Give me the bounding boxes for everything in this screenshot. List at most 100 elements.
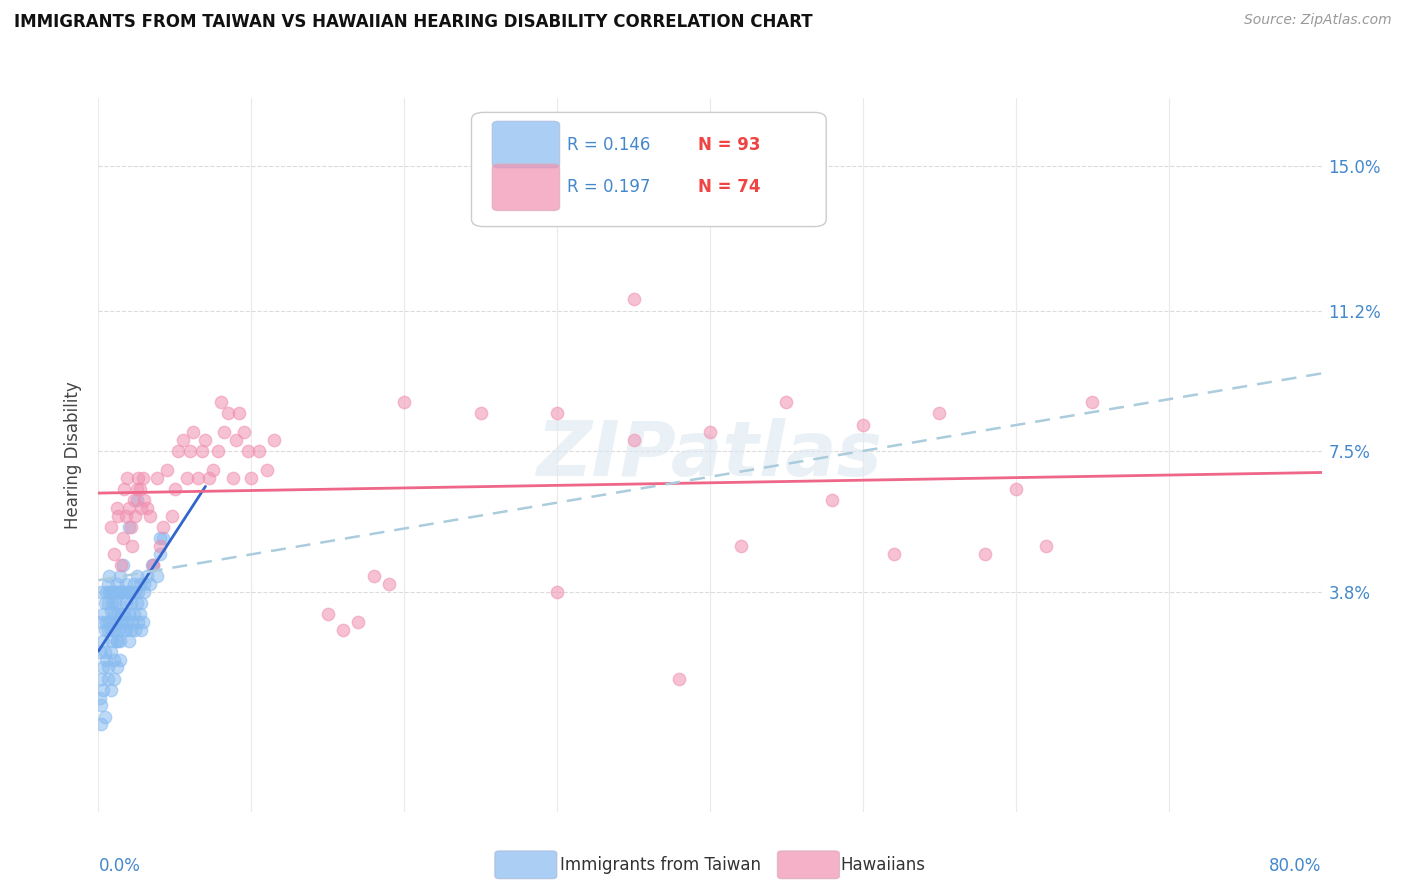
- Point: [238, 444, 260, 458]
- Point: [247, 444, 270, 458]
- Text: IMMIGRANTS FROM TAIWAN VS HAWAIIAN HEARING DISABILITY CORRELATION CHART: IMMIGRANTS FROM TAIWAN VS HAWAIIAN HEARI…: [14, 13, 813, 31]
- Point: [120, 520, 142, 534]
- Point: [145, 569, 167, 583]
- Point: [974, 547, 997, 561]
- Point: [90, 672, 112, 686]
- Point: [118, 634, 141, 648]
- Text: R = 0.197: R = 0.197: [567, 178, 651, 196]
- Point: [191, 444, 214, 458]
- Point: [176, 471, 198, 485]
- Point: [97, 596, 120, 610]
- Point: [202, 463, 225, 477]
- Point: [108, 634, 131, 648]
- Point: [378, 577, 401, 591]
- Point: [105, 577, 128, 591]
- Point: [111, 615, 134, 629]
- Point: [232, 425, 254, 439]
- Point: [225, 433, 247, 447]
- Point: [821, 493, 844, 508]
- Point: [105, 501, 128, 516]
- FancyBboxPatch shape: [492, 121, 560, 168]
- Text: Hawaiians: Hawaiians: [841, 856, 925, 874]
- Point: [128, 607, 150, 622]
- Point: [100, 683, 122, 698]
- Point: [141, 558, 163, 572]
- Point: [115, 596, 138, 610]
- Point: [108, 653, 131, 667]
- Point: [142, 558, 165, 572]
- Point: [111, 584, 134, 599]
- Point: [128, 577, 150, 591]
- Point: [156, 463, 179, 477]
- Point: [668, 672, 690, 686]
- Point: [97, 660, 120, 674]
- Point: [392, 394, 416, 409]
- Point: [93, 710, 115, 724]
- Point: [112, 482, 135, 496]
- Point: [132, 471, 155, 485]
- Point: [97, 577, 120, 591]
- Point: [129, 623, 152, 637]
- Point: [103, 672, 125, 686]
- Text: 80.0%: 80.0%: [1270, 857, 1322, 875]
- Point: [124, 584, 146, 599]
- Point: [121, 584, 143, 599]
- Point: [94, 615, 117, 629]
- Y-axis label: Hearing Disability: Hearing Disability: [65, 381, 83, 529]
- Point: [107, 596, 129, 610]
- Point: [112, 584, 135, 599]
- Point: [212, 425, 235, 439]
- Point: [163, 482, 186, 496]
- Point: [111, 558, 134, 572]
- Point: [142, 558, 165, 572]
- Point: [104, 596, 127, 610]
- Point: [132, 615, 155, 629]
- Point: [90, 717, 112, 731]
- Point: [91, 607, 114, 622]
- Point: [145, 471, 167, 485]
- Point: [118, 607, 141, 622]
- Point: [852, 417, 875, 432]
- Point: [316, 607, 339, 622]
- Point: [108, 584, 131, 599]
- Point: [127, 471, 149, 485]
- Point: [129, 501, 152, 516]
- Point: [197, 471, 219, 485]
- Point: [122, 493, 145, 508]
- Point: [100, 645, 122, 659]
- Point: [228, 406, 250, 420]
- Point: [118, 584, 141, 599]
- Point: [115, 577, 138, 591]
- Point: [134, 584, 156, 599]
- Point: [240, 471, 263, 485]
- Point: [89, 645, 111, 659]
- Text: R = 0.146: R = 0.146: [567, 136, 651, 153]
- Point: [125, 493, 148, 508]
- Point: [172, 433, 194, 447]
- Text: N = 93: N = 93: [697, 136, 761, 153]
- Point: [90, 615, 112, 629]
- Point: [93, 596, 115, 610]
- Point: [105, 660, 128, 674]
- Point: [117, 615, 139, 629]
- Point: [89, 690, 111, 705]
- Point: [103, 547, 125, 561]
- Point: [134, 493, 156, 508]
- Point: [332, 623, 354, 637]
- Point: [136, 569, 159, 583]
- Point: [207, 444, 229, 458]
- Text: ZIPatlas: ZIPatlas: [537, 418, 883, 491]
- Point: [928, 406, 950, 420]
- Point: [124, 508, 146, 523]
- Point: [118, 501, 141, 516]
- Point: [623, 293, 645, 307]
- Point: [775, 394, 797, 409]
- Point: [546, 406, 568, 420]
- Point: [167, 444, 190, 458]
- Point: [100, 520, 122, 534]
- Point: [117, 471, 139, 485]
- Point: [115, 508, 138, 523]
- Point: [125, 569, 148, 583]
- Point: [110, 584, 132, 599]
- Point: [623, 433, 645, 447]
